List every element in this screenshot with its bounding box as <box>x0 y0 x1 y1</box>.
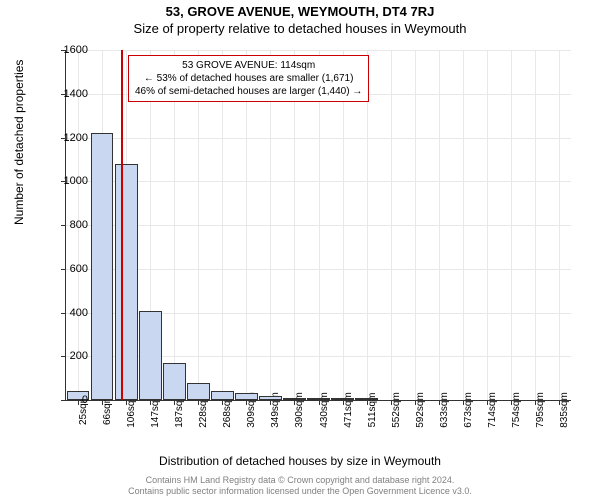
xtick-label: 552sqm <box>391 392 402 428</box>
gridline-v <box>367 50 368 400</box>
footer-credits: Contains HM Land Registry data © Crown c… <box>0 475 600 497</box>
chart-area: 25sqm66sqm106sqm147sqm187sqm228sqm268sqm… <box>65 50 570 400</box>
xtick-label: 835sqm <box>559 392 570 428</box>
bar <box>211 391 234 400</box>
footer-line-2: Contains public sector information licen… <box>0 486 600 497</box>
x-axis-label: Distribution of detached houses by size … <box>0 454 600 468</box>
bar <box>331 398 354 400</box>
xtick-label: 673sqm <box>463 392 474 428</box>
gridline-v <box>246 50 247 400</box>
chart-title: Size of property relative to detached ho… <box>0 19 600 36</box>
gridline-v <box>174 50 175 400</box>
bar <box>187 383 210 401</box>
gridline-v <box>294 50 295 400</box>
ytick-label: 800 <box>48 219 88 231</box>
ytick-label: 1600 <box>48 44 88 56</box>
bar <box>139 311 162 400</box>
gridline-v <box>439 50 440 400</box>
bar <box>259 396 282 400</box>
bar <box>91 133 114 400</box>
ytick-label: 600 <box>48 263 88 275</box>
ytick-label: 200 <box>48 350 88 362</box>
gridline-v <box>535 50 536 400</box>
xtick-label: 714sqm <box>487 392 498 428</box>
ytick-label: 1400 <box>48 88 88 100</box>
gridline-v <box>343 50 344 400</box>
bar <box>307 398 330 400</box>
plot-region: 25sqm66sqm106sqm147sqm187sqm228sqm268sqm… <box>65 50 571 401</box>
ytick-label: 1000 <box>48 175 88 187</box>
xtick-label: 795sqm <box>535 392 546 428</box>
bar <box>163 363 186 400</box>
property-marker-line <box>121 50 123 400</box>
gridline-v <box>559 50 560 400</box>
bar <box>283 398 306 400</box>
bar <box>235 393 258 400</box>
xtick-label: 633sqm <box>439 392 450 428</box>
annotation-line: 46% of semi-detached houses are larger (… <box>135 85 362 98</box>
bar <box>355 398 378 400</box>
annotation-line: 53 GROVE AVENUE: 114sqm <box>135 59 362 72</box>
ytick-label: 400 <box>48 307 88 319</box>
address-line: 53, GROVE AVENUE, WEYMOUTH, DT4 7RJ <box>0 0 600 19</box>
bar <box>115 164 138 400</box>
annotation-box: 53 GROVE AVENUE: 114sqm← 53% of detached… <box>128 55 369 102</box>
gridline-v <box>487 50 488 400</box>
ytick-label: 1200 <box>48 132 88 144</box>
gridline-v <box>270 50 271 400</box>
xtick-label: 754sqm <box>511 392 522 428</box>
ytick-label: 0 <box>48 394 88 406</box>
gridline-v <box>222 50 223 400</box>
annotation-line: ← 53% of detached houses are smaller (1,… <box>135 72 362 85</box>
gridline-v <box>511 50 512 400</box>
gridline-v <box>319 50 320 400</box>
gridline-v <box>198 50 199 400</box>
xtick-label: 592sqm <box>415 392 426 428</box>
footer-line-1: Contains HM Land Registry data © Crown c… <box>0 475 600 486</box>
gridline-v <box>463 50 464 400</box>
gridline-v <box>415 50 416 400</box>
y-axis-label: Number of detached properties <box>12 60 26 225</box>
gridline-v <box>391 50 392 400</box>
